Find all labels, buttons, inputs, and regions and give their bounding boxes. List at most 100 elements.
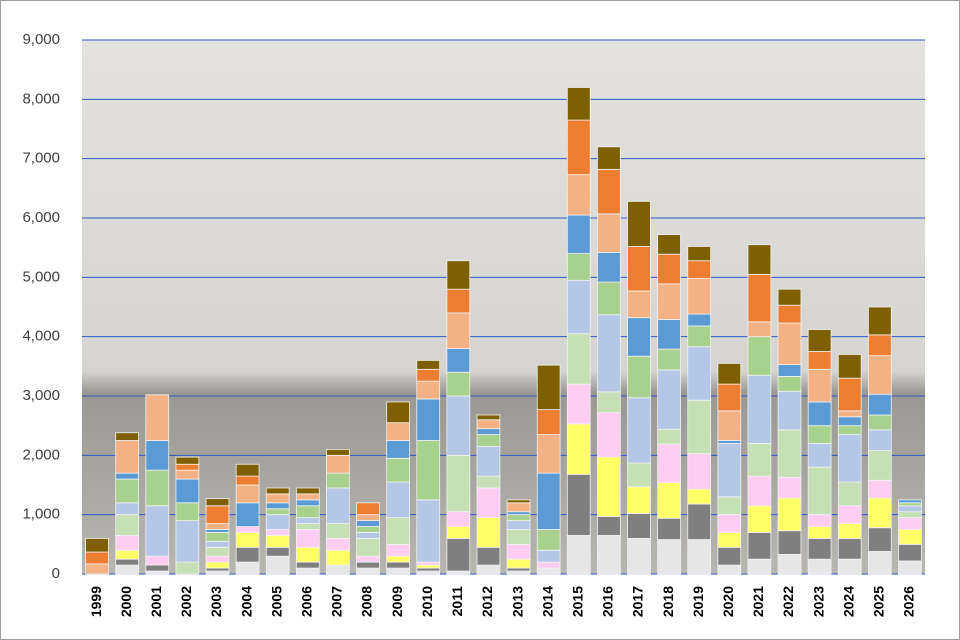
bar-segment <box>657 539 681 575</box>
bar-segment <box>566 87 591 121</box>
bar-segment <box>627 290 651 319</box>
bar-segment <box>476 419 501 430</box>
bar-segment <box>115 432 140 441</box>
x-tick-label: 2017 <box>630 586 646 617</box>
bar-segment <box>687 260 712 279</box>
bar-segment <box>416 561 441 566</box>
y-tick-label: 2,000 <box>22 446 60 463</box>
bar-segment <box>536 409 561 435</box>
bar-segment <box>115 472 140 480</box>
bar-segment <box>115 440 140 474</box>
x-tick-label: 2009 <box>389 586 405 617</box>
bar-segment <box>235 532 260 548</box>
bar-segment <box>536 561 561 569</box>
bar-segment <box>747 273 772 323</box>
bar-segment <box>265 502 290 510</box>
bar-segment <box>867 429 892 451</box>
bar-segment <box>115 549 140 560</box>
bar-segment <box>837 538 862 560</box>
bar-segment <box>295 505 320 519</box>
x-tick-label: 2005 <box>268 586 284 617</box>
bar-segment <box>115 478 140 504</box>
bar-segment <box>597 535 621 575</box>
bar-segment <box>536 567 561 575</box>
bar-segment <box>205 567 230 572</box>
y-tick-label: 5,000 <box>22 268 60 285</box>
x-tick-label: 2016 <box>600 586 616 617</box>
bar-segment <box>717 443 742 498</box>
bar-segment <box>627 397 651 464</box>
bar-segment <box>566 119 591 176</box>
x-tick-label: 2008 <box>359 586 375 617</box>
bar-segment <box>145 469 170 507</box>
bar-segment <box>747 336 772 376</box>
bar-segment <box>416 368 441 382</box>
bar-segment <box>295 561 320 569</box>
bar-segment <box>687 453 712 490</box>
x-tick-label: 2004 <box>238 586 254 617</box>
bar-segment <box>536 434 561 474</box>
bar-segment <box>657 234 681 255</box>
x-tick-label: 2023 <box>810 586 826 617</box>
bar-segment <box>205 561 230 569</box>
x-tick-label: 2001 <box>148 586 164 617</box>
bar-segment <box>837 410 862 418</box>
bar-segment <box>898 560 922 575</box>
bar-segment <box>115 514 140 536</box>
bar-segment <box>597 412 621 458</box>
x-tick-label: 2018 <box>660 586 676 617</box>
bar-segment <box>386 555 410 563</box>
bar-segment <box>837 434 862 483</box>
bar-segment <box>265 555 290 575</box>
bar-segment <box>356 502 380 516</box>
bar-segment <box>657 482 681 519</box>
bar-segment <box>175 478 200 504</box>
bar-segment <box>687 313 712 327</box>
bar-segment <box>777 476 802 499</box>
bar-segment <box>566 174 591 216</box>
bar-segment <box>536 472 561 530</box>
bar-segment <box>356 567 380 575</box>
bar-segment <box>597 281 621 316</box>
bar-segment <box>386 481 410 519</box>
bar-segment <box>687 246 712 262</box>
bar-segment <box>205 498 230 507</box>
bar-segment <box>386 567 410 575</box>
bar-segment <box>85 538 109 553</box>
bar-segment <box>566 473 591 536</box>
bar-segment <box>145 555 170 566</box>
bar-segment <box>235 463 260 477</box>
bar-segment <box>145 570 170 575</box>
bar-segment <box>747 321 772 338</box>
x-tick-label: 2006 <box>299 586 315 617</box>
bar-segment <box>175 456 200 465</box>
bar-segment <box>597 314 621 393</box>
bar-segment <box>205 555 230 563</box>
bar-segment <box>85 563 109 575</box>
bar-segment <box>898 505 922 513</box>
bar-segment <box>175 520 200 563</box>
bar-segment <box>356 526 380 533</box>
bar-segment <box>657 253 681 285</box>
bar-segment <box>386 457 410 483</box>
bar-segment <box>687 539 712 575</box>
bar-segment <box>506 520 531 530</box>
bar-segment <box>446 454 471 513</box>
bar-segment <box>867 450 892 481</box>
bar-segment <box>747 475 772 507</box>
bar-segment <box>295 546 320 563</box>
bar-segment <box>627 513 651 539</box>
bar-segment <box>145 394 170 441</box>
bar-segment <box>295 567 320 575</box>
bar-segment <box>657 369 681 430</box>
bar-segment <box>657 428 681 445</box>
bar-segment <box>115 535 140 551</box>
bar-segment <box>657 319 681 350</box>
x-tick-label: 2002 <box>178 586 194 617</box>
bar-segment <box>627 200 651 247</box>
bar-segment <box>235 502 260 527</box>
bar-segment <box>867 393 892 416</box>
x-tick-label: 2003 <box>208 586 224 617</box>
bar-segment <box>416 359 441 370</box>
bar-segment <box>898 529 922 545</box>
